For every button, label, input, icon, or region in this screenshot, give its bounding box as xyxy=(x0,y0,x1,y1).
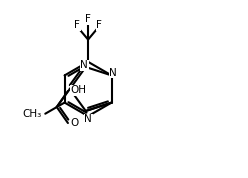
Text: N: N xyxy=(84,114,92,124)
Text: F: F xyxy=(96,20,102,30)
Text: OH: OH xyxy=(70,85,86,95)
Text: F: F xyxy=(74,20,80,30)
Text: CH₃: CH₃ xyxy=(23,109,42,119)
Text: O: O xyxy=(70,118,79,128)
Text: N: N xyxy=(109,68,117,78)
Text: N: N xyxy=(81,60,88,70)
Text: F: F xyxy=(85,14,91,24)
